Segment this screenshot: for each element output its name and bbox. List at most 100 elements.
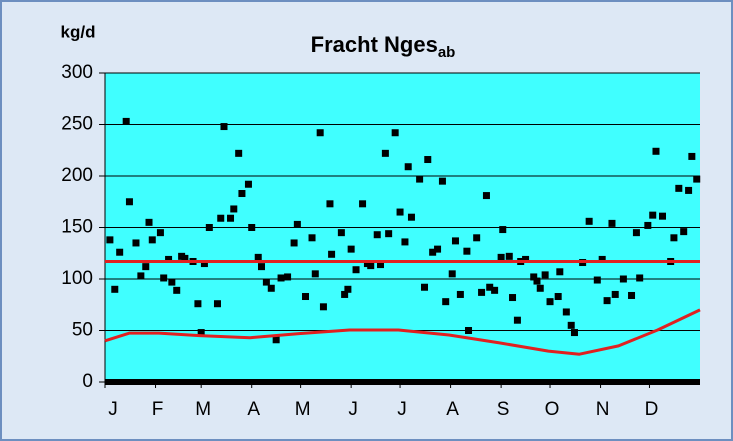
- point: [473, 234, 481, 242]
- chart-title: Fracht Ngesab: [311, 32, 456, 61]
- y-tick-label: 200: [61, 165, 93, 186]
- y-axis-label: kg/d: [61, 22, 96, 41]
- point: [598, 255, 606, 263]
- point: [308, 234, 316, 242]
- point: [341, 290, 349, 298]
- point: [688, 152, 696, 160]
- point: [434, 245, 442, 253]
- point: [197, 329, 205, 337]
- x-tick-label: S: [497, 399, 510, 420]
- x-tick-label: M: [195, 399, 211, 420]
- point: [248, 224, 256, 231]
- point: [438, 177, 446, 185]
- line: [104, 308, 701, 356]
- point: [456, 290, 464, 298]
- x-tick-label: A: [247, 399, 260, 420]
- point: [505, 252, 513, 260]
- point: [142, 263, 150, 271]
- point: [680, 228, 688, 236]
- point: [156, 229, 164, 237]
- point: [407, 213, 415, 221]
- point: [284, 273, 292, 281]
- point: [486, 283, 494, 291]
- point: [347, 245, 355, 253]
- point: [277, 274, 285, 282]
- point: [337, 229, 345, 237]
- point: [359, 200, 367, 208]
- point: [168, 278, 176, 286]
- point: [311, 270, 319, 278]
- point: [125, 198, 133, 206]
- point: [319, 303, 327, 311]
- point: [373, 231, 381, 239]
- point: [451, 237, 459, 245]
- point: [659, 212, 667, 220]
- point: [522, 255, 530, 263]
- point: [611, 290, 619, 298]
- point: [546, 298, 554, 306]
- point: [148, 236, 156, 244]
- point: [644, 221, 652, 229]
- point: [442, 298, 450, 306]
- point: [235, 149, 243, 157]
- point: [675, 184, 683, 192]
- point: [272, 336, 280, 344]
- point: [227, 214, 235, 222]
- point: [132, 239, 140, 247]
- point: [213, 300, 221, 308]
- point: [200, 260, 208, 268]
- point: [267, 284, 275, 292]
- y-tick-label: 100: [61, 268, 93, 289]
- point: [302, 293, 310, 301]
- point: [693, 175, 701, 183]
- point: [482, 192, 490, 200]
- point: [567, 321, 575, 329]
- point: [290, 239, 298, 247]
- point: [478, 288, 486, 296]
- y-tick-label: 250: [61, 114, 93, 135]
- point: [652, 147, 660, 155]
- point: [649, 211, 657, 219]
- point: [499, 226, 507, 234]
- point: [385, 230, 393, 238]
- point: [541, 271, 549, 279]
- point: [685, 186, 693, 194]
- x-tick-label: D: [645, 399, 659, 420]
- y-tick-label: 0: [82, 371, 93, 392]
- point: [381, 149, 389, 157]
- point: [509, 294, 517, 302]
- point: [465, 327, 473, 334]
- point: [230, 205, 238, 213]
- point: [401, 238, 409, 246]
- x-tick-label: M: [295, 399, 311, 420]
- point: [122, 117, 130, 125]
- point: [416, 175, 424, 183]
- point: [603, 297, 611, 305]
- x-tick-label: A: [446, 399, 459, 420]
- y-tick-label: 150: [61, 217, 93, 238]
- x-tick-label: J: [108, 399, 118, 420]
- point: [316, 129, 324, 137]
- point: [116, 248, 124, 256]
- point: [533, 277, 541, 285]
- y-tick-label: 300: [61, 62, 93, 83]
- x-tick-label: J: [397, 399, 407, 420]
- point: [257, 263, 265, 271]
- point: [636, 274, 644, 282]
- point: [628, 291, 636, 299]
- x-tick-label: F: [152, 399, 164, 420]
- x-tick-label: N: [596, 399, 610, 420]
- point: [254, 253, 262, 261]
- point: [448, 270, 456, 278]
- x-tick-label: J: [348, 399, 358, 420]
- point: [608, 219, 616, 227]
- point: [262, 278, 270, 286]
- point: [562, 308, 570, 316]
- point: [344, 285, 352, 293]
- point: [106, 236, 114, 244]
- point: [593, 276, 601, 284]
- point: [530, 273, 538, 281]
- point: [619, 275, 627, 283]
- y-tick-label: 50: [72, 320, 93, 341]
- point: [513, 316, 521, 324]
